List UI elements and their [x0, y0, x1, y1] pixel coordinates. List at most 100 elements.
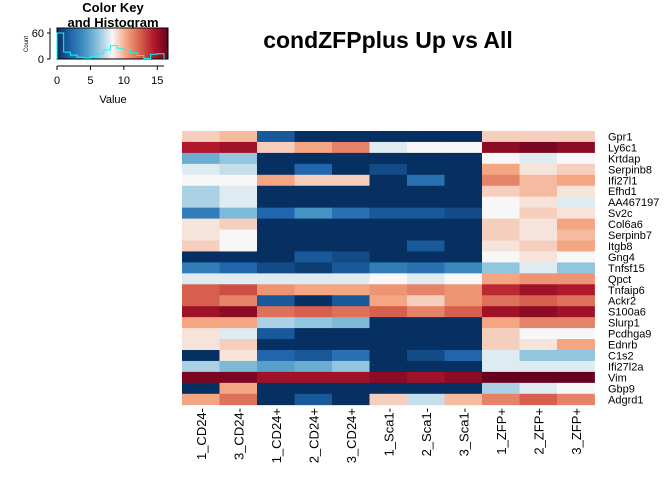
- heatmap-cell: [332, 163, 370, 176]
- heatmap-cell: [182, 152, 220, 165]
- heatmap-cell: [482, 196, 520, 209]
- column-label: 3_CD24-: [231, 408, 246, 460]
- heatmap-cell: [332, 393, 370, 406]
- heatmap-cell: [519, 295, 558, 307]
- heatmap-cell: [219, 131, 258, 143]
- heatmap-cell: [294, 131, 333, 143]
- heatmap-cell: [444, 163, 483, 176]
- heatmap-cell: [557, 382, 595, 395]
- heatmap-cell: [332, 218, 370, 230]
- heatmap-cell: [407, 328, 445, 340]
- heatmap-cell: [407, 218, 445, 230]
- heatmap-cell: [219, 328, 258, 340]
- heatmap-cell: [557, 240, 595, 252]
- heatmap-cell: [557, 306, 595, 318]
- column-label: 1_CD24-: [194, 408, 209, 460]
- heatmap-cell: [482, 207, 520, 219]
- heatmap-cell: [294, 317, 333, 329]
- heatmap-cell: [332, 317, 370, 329]
- heatmap-cell: [257, 174, 295, 187]
- heatmap-cell: [219, 273, 258, 285]
- heatmap-cell: [444, 152, 483, 165]
- heatmap-cell: [444, 306, 483, 318]
- heatmap-cell: [182, 371, 220, 384]
- heatmap-cell: [294, 240, 333, 252]
- heatmap-cell: [482, 360, 520, 373]
- heatmap-cell: [257, 229, 295, 241]
- row-label: Serpinb8: [608, 164, 652, 176]
- heatmap-cell: [519, 382, 558, 395]
- heatmap-cell: [482, 284, 520, 296]
- heatmap-cell: [257, 328, 295, 340]
- heatmap-row-labels: Gpr1Ly6c1KrtdapSerpinb8Ifi27l1Efhd1AA467…: [608, 131, 659, 406]
- heatmap-cell: [219, 360, 258, 373]
- heatmap-cell: [219, 229, 258, 241]
- heatmap-column-labels: 1_CD24- 3_CD24- 1_CD24+ 2_CD24+ 3_CD24+ 1_Sca…: [194, 408, 584, 463]
- heatmap-cell: [444, 350, 483, 362]
- heatmap-cell: [444, 360, 483, 373]
- row-label: Sv2c: [608, 208, 633, 220]
- heatmap-cell: [257, 360, 295, 373]
- heatmap-cell: [369, 339, 408, 351]
- heatmap-cell: [219, 306, 258, 318]
- heatmap-cell: [519, 141, 558, 154]
- heatmap-cell: [182, 317, 220, 329]
- heatmap-cell: [369, 196, 408, 209]
- heatmap-cell: [332, 371, 370, 384]
- chart-title: condZFPplus Up vs All: [263, 27, 513, 53]
- heatmap-cell: [219, 350, 258, 362]
- heatmap-cell: [557, 295, 595, 307]
- heatmap-cell: [482, 306, 520, 318]
- heatmap-cell: [257, 339, 295, 351]
- heatmap-cell: [182, 196, 220, 209]
- heatmap-cell: [444, 229, 483, 241]
- heatmap-cell: [557, 371, 595, 384]
- heatmap-cell: [182, 207, 220, 219]
- row-label: Ednrb: [608, 340, 637, 352]
- heatmap-cell: [332, 339, 370, 351]
- heatmap-cell: [557, 229, 595, 241]
- row-label: S100a6: [608, 307, 646, 319]
- column-label: 3_CD24+: [344, 408, 359, 463]
- heatmap-cell: [294, 393, 333, 406]
- heatmap-cell: [557, 131, 595, 143]
- heatmap-cell: [332, 284, 370, 296]
- heatmap-cell: [332, 141, 370, 154]
- heatmap-cell: [294, 196, 333, 209]
- heatmap-cell: [294, 185, 333, 198]
- row-label: Col6a6: [608, 219, 643, 231]
- color-key-x-ticks: 0 5 10 15: [54, 66, 163, 87]
- heatmap-cell: [332, 306, 370, 318]
- heatmap-cell: [219, 295, 258, 307]
- heatmap-cell: [369, 141, 408, 154]
- heatmap-cell: [407, 382, 445, 395]
- heatmap-cell: [444, 218, 483, 230]
- heatmap-cell: [519, 251, 558, 263]
- heatmap-cell: [294, 382, 333, 395]
- column-label: 3_ZFP+: [569, 408, 584, 455]
- heatmap-cell: [257, 306, 295, 318]
- heatmap-cell: [219, 251, 258, 263]
- heatmap-cell: [369, 371, 408, 384]
- heatmap-cell: [557, 339, 595, 351]
- heatmap-cell: [369, 295, 408, 307]
- color-key-y-tick-label: 0: [38, 54, 44, 66]
- row-label: Pcdhga9: [608, 329, 651, 341]
- column-label: 2_CD24+: [306, 408, 321, 463]
- heatmap-cell: [557, 360, 595, 373]
- color-key-y-tick-label: 60: [32, 28, 44, 40]
- heatmap-cell: [407, 174, 445, 187]
- heatmap-cell: [557, 196, 595, 209]
- heatmap-cell: [444, 328, 483, 340]
- row-label: Ifi27l1: [608, 175, 637, 187]
- heatmap-cell: [482, 174, 520, 187]
- heatmap-cell: [219, 163, 258, 176]
- heatmap-cell: [444, 262, 483, 274]
- heatmap-cell: [332, 207, 370, 219]
- heatmap-cell: [557, 393, 595, 406]
- heatmap-cell: [182, 218, 220, 230]
- row-label: AA467197: [608, 197, 659, 209]
- heatmap-cell: [407, 163, 445, 176]
- heatmap-cell: [332, 152, 370, 165]
- heatmap-cell: [294, 295, 333, 307]
